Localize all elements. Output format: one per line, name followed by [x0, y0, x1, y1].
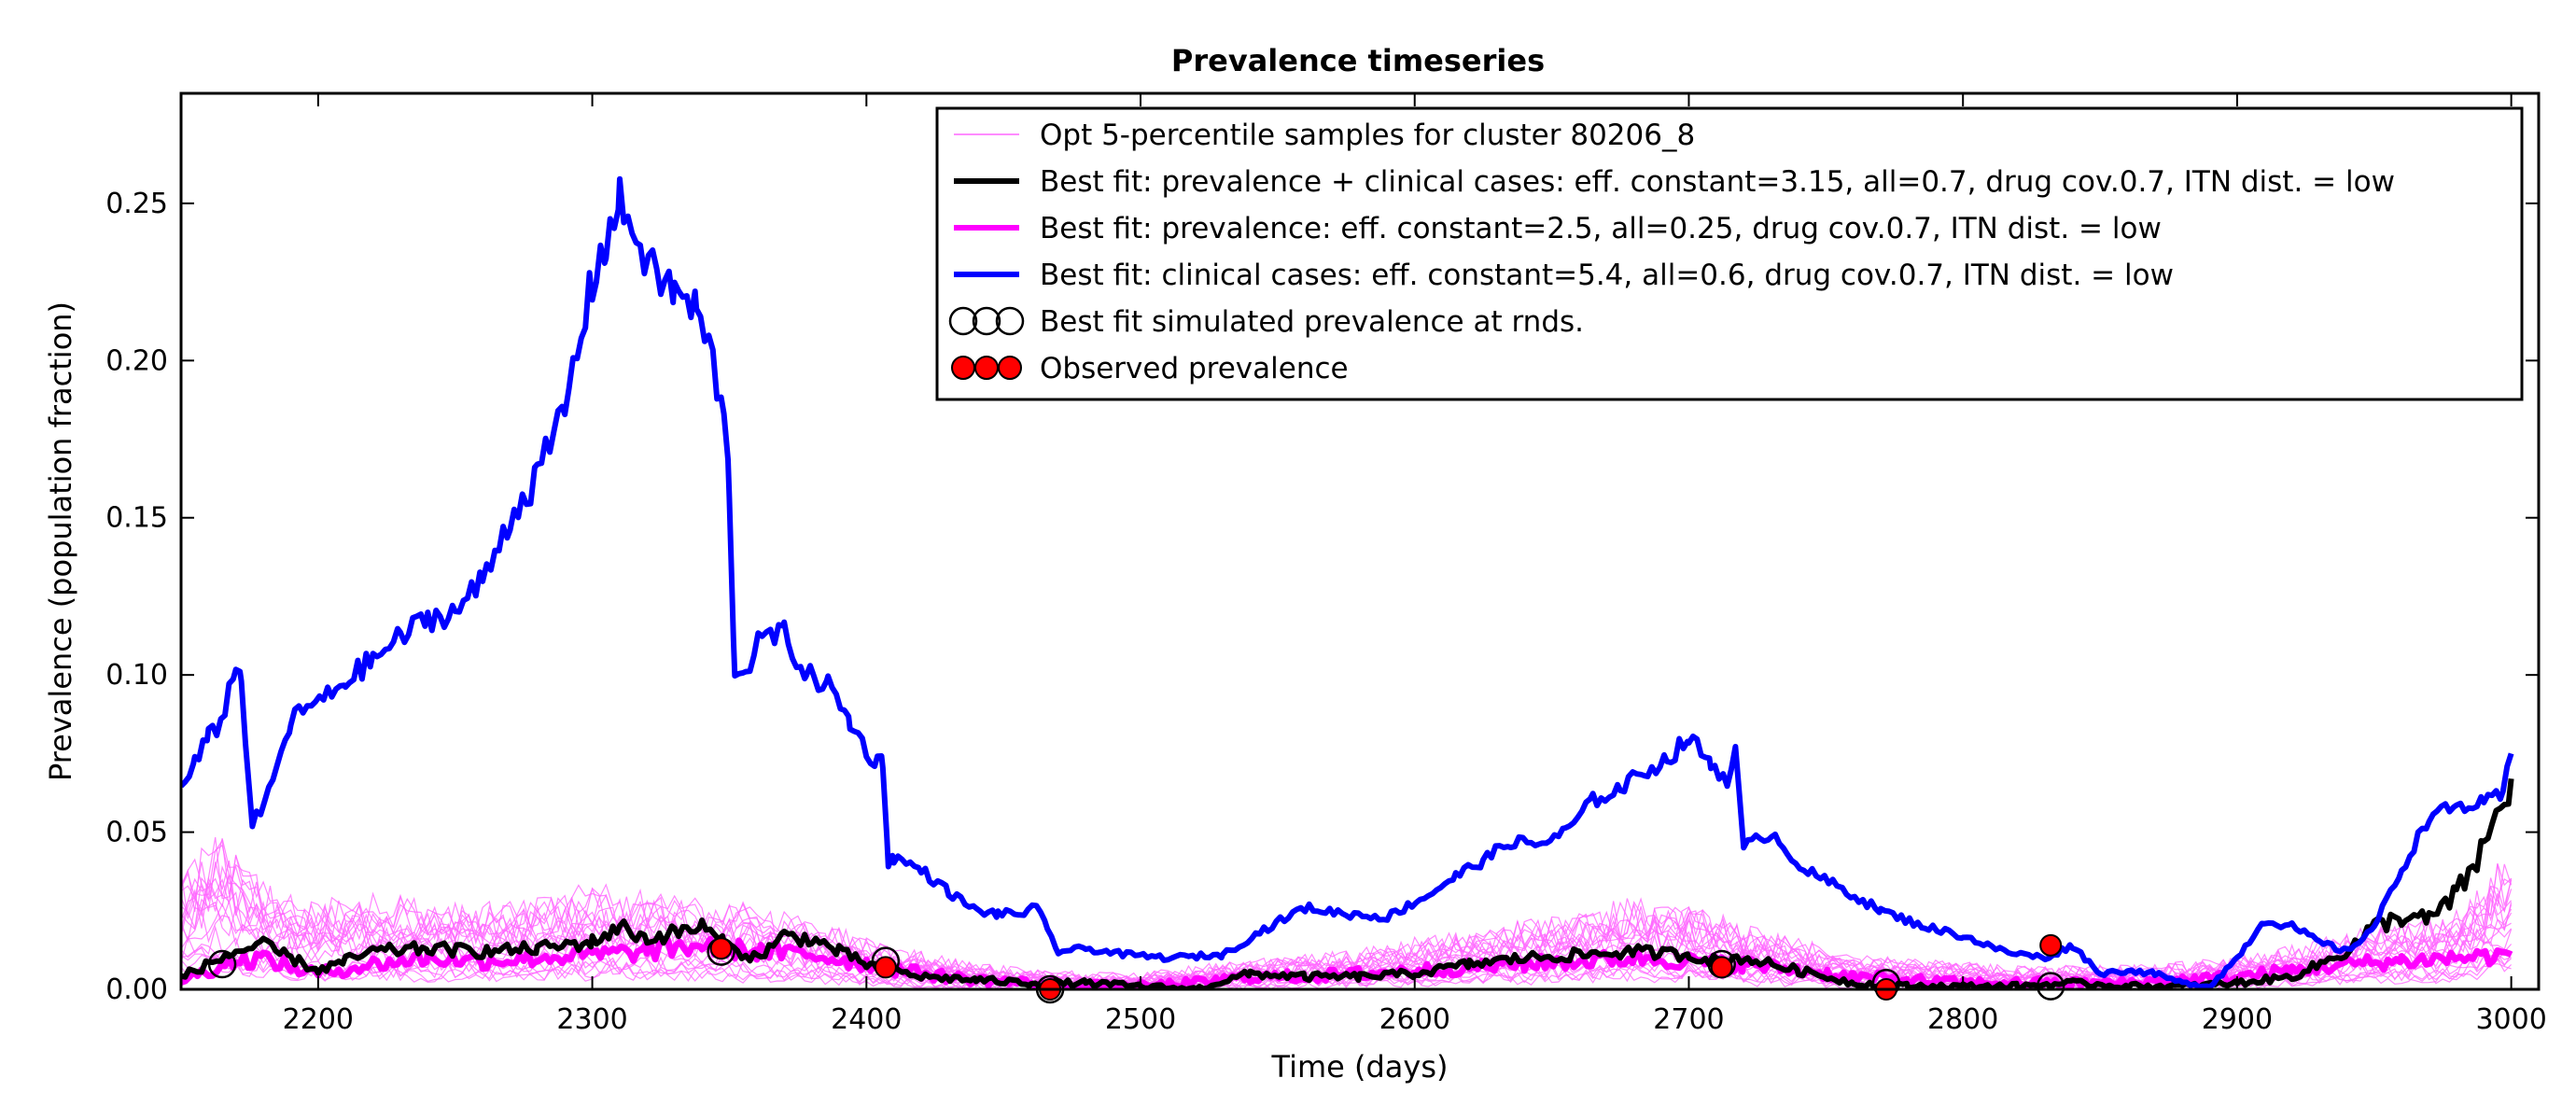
x-tick-label: 2400 — [831, 1003, 902, 1036]
y-axis-title: Prevalence (population fraction) — [43, 301, 78, 781]
legend: Opt 5-percentile samples for cluster 802… — [935, 106, 2524, 401]
best-fit-clinical-line — [181, 175, 2514, 989]
legend-label: Best fit: prevalence + clinical cases: e… — [1040, 165, 2395, 199]
x-axis-title: Time (days) — [1271, 1049, 1449, 1085]
y-tick-label: 0.10 — [105, 659, 168, 692]
best-fit-lines-group — [181, 175, 2514, 989]
chart-title: Prevalence timeseries — [1171, 43, 1545, 78]
x-tick-label: 3000 — [2475, 1003, 2546, 1036]
legend-handle-simulated-marker — [972, 306, 1001, 336]
y-tick-label: 0.00 — [105, 973, 168, 1006]
x-tick-label: 2600 — [1379, 1003, 1450, 1036]
x-tick-label: 2500 — [1105, 1003, 1176, 1036]
legend-handle-observed-marker — [998, 356, 1022, 380]
observed-marker — [874, 956, 897, 979]
x-tick-label: 2700 — [1653, 1003, 1724, 1036]
legend-label: Opt 5-percentile samples for cluster 802… — [1040, 119, 1695, 152]
legend-handle-observed-marker — [951, 356, 975, 380]
legend-label: Best fit: prevalence: eff. constant=2.5,… — [1040, 212, 2162, 245]
plot-frame — [179, 91, 2541, 991]
y-tick-label: 0.20 — [105, 344, 168, 377]
legend-handle-simulated-marker — [995, 306, 1025, 336]
axis-ticks-group: 2200 2300 2400 2500 2600 2700 2800 2900 3000 0.00… — [105, 93, 2547, 1036]
legend-label: Observed prevalence — [1040, 352, 1349, 385]
x-tick-label: 2200 — [283, 1003, 354, 1036]
legend-label: Best fit: clinical cases: eff. constant=… — [1040, 259, 2174, 292]
x-tick-label: 2300 — [556, 1003, 627, 1036]
y-tick-label: 0.05 — [105, 817, 168, 849]
legend-frame — [935, 106, 2524, 401]
y-tick-label: 0.25 — [105, 188, 168, 220]
y-tick-label: 0.15 — [105, 502, 168, 535]
simulated-round-marker — [207, 949, 237, 979]
legend-handle-simulated-marker — [948, 306, 978, 336]
observed-marker — [2039, 933, 2063, 957]
legend-handle-observed-marker — [974, 356, 999, 380]
observed-marker — [709, 937, 733, 960]
x-tick-label: 2900 — [2202, 1003, 2273, 1036]
simulated-round-marker — [2036, 972, 2065, 1001]
legend-label: Best fit simulated prevalence at rnds. — [1040, 305, 1584, 339]
best-fit-combined-line — [181, 777, 2514, 989]
x-tick-label: 2800 — [1927, 1003, 1998, 1036]
observed-marker — [1710, 956, 1733, 979]
